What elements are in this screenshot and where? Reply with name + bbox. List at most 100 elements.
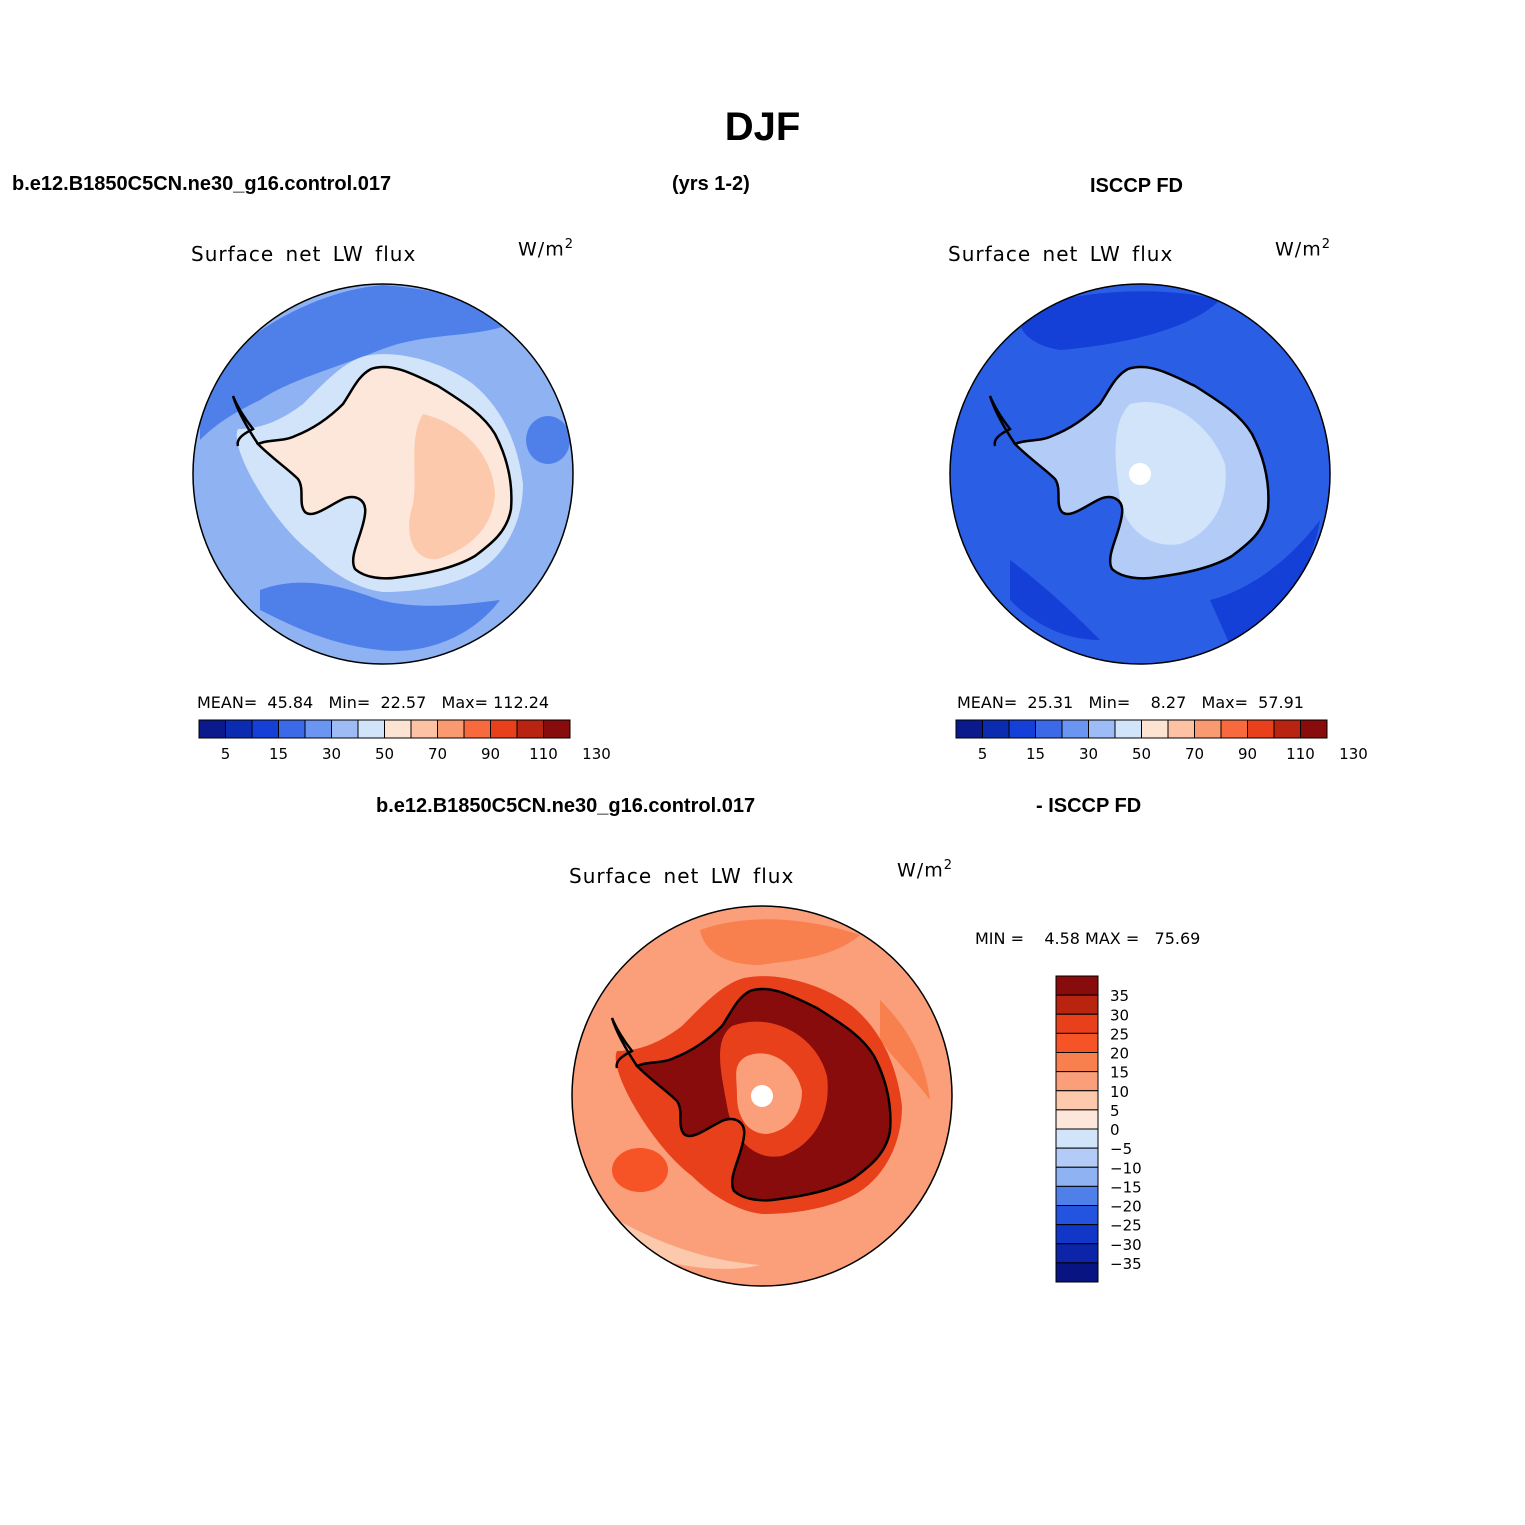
diff-min-value: 4.58 [1044,929,1080,948]
colorbar-tick-label: −35 [1110,1255,1142,1273]
colorbar-swatch [1055,1109,1099,1130]
diff-stats: MIN = 4.58 MAX = 75.69 [975,929,1200,948]
obs-name-header: ISCCP FD [1090,175,1183,197]
colorbar-swatch [410,719,438,739]
obs-cold-patch-southeast [1210,520,1320,645]
colorbar-swatch [1055,1128,1099,1149]
colorbar-swatch [1220,719,1248,739]
obs-colorbar: 5 15 30 50 70 90 110 130 [955,719,1368,763]
colorbar-swatch [1194,719,1222,739]
diff-map-border [571,905,953,1287]
model-max-label: Max= [441,693,489,712]
colorbar-tick-label: 130 [582,745,611,763]
obs-stats: MEAN= 25.31 Min= 8.27 Max= 57.91 [957,693,1304,712]
colorbar-tick-label: −30 [1110,1236,1142,1254]
colorbar-swatch [1055,1262,1099,1283]
obs-map-border [949,283,1331,665]
obs-pole-hole [1129,463,1151,485]
colorbar-tick-label: 50 [1132,745,1151,763]
model-cold-band-north [200,285,520,440]
colorbar-tick-label: 35 [1110,987,1129,1005]
colorbar-tick-label: 50 [375,745,394,763]
diff-field-title: Surface net LW flux [569,864,795,888]
colorbar-tick-label: 110 [1286,745,1315,763]
colorbar-swatch [490,719,518,739]
diff-obs-header: - ISCCP FD [1036,795,1142,817]
case-name-header: b.e12.B1850C5CN.ne30_g16.control.017 [12,173,392,195]
colorbar-swatch [357,719,385,739]
colorbar-tick-label: 5 [221,745,231,763]
colorbar-tick-label: 30 [1110,1006,1129,1024]
model-warm-region [409,414,495,560]
colorbar-swatch [463,719,491,739]
colorbar-swatch [1055,1090,1099,1111]
colorbar-swatch [1273,719,1301,739]
colorbar-tick-label: 10 [1110,1083,1129,1101]
model-min-label: Min= [328,693,371,712]
colorbar-swatch [1055,1224,1099,1245]
colorbar-swatch [955,719,983,739]
colorbar-swatch [1114,719,1142,739]
colorbar-tick-label: 15 [1110,1064,1129,1082]
colorbar-swatch [1167,719,1195,739]
colorbar-tick-label: −10 [1110,1159,1142,1177]
diff-max-label: MAX = [1085,929,1140,948]
obs-cold-patch-southwest [1010,560,1100,640]
colorbar-swatch [384,719,412,739]
colorbar-tick-label: 70 [428,745,447,763]
colorbar-swatch [1055,1147,1099,1168]
colorbar-tick-label: 90 [1238,745,1257,763]
diff-map [572,906,952,1286]
model-units: W/m2 [518,237,574,261]
colorbar-tick-label: 70 [1185,745,1204,763]
colorbar-swatch [304,719,332,739]
obs-max-value: 57.91 [1258,693,1304,712]
colorbar-swatch [1055,1052,1099,1073]
model-colorbar: 5 15 30 50 70 90 110 130 [198,719,611,763]
colorbar-swatch [225,719,253,739]
colorbar-tick-label: 90 [481,745,500,763]
diff-band-north [700,919,860,965]
diff-case-header: b.e12.B1850C5CN.ne30_g16.control.017 [376,795,756,817]
colorbar-swatch [1055,1243,1099,1264]
obs-mean-value: 25.31 [1027,693,1074,712]
colorbar-swatch [198,719,226,739]
diff-max-value: 75.69 [1154,929,1201,948]
diff-patch-east [880,1000,930,1100]
colorbar-swatch [1055,994,1099,1015]
colorbar-tick-label: −5 [1110,1140,1132,1158]
colorbar-swatch [1088,719,1116,739]
model-cold-patch-east [526,416,570,464]
obs-min-value: 8.27 [1150,693,1187,712]
colorbar-swatch [251,719,279,739]
colorbar-tick-label: 5 [1110,1102,1120,1120]
obs-map [950,284,1330,664]
model-mean-label: MEAN= [197,693,258,712]
colorbar-tick-label: 15 [269,745,288,763]
model-field-title: Surface net LW flux [191,242,417,266]
obs-mean-label: MEAN= [957,693,1018,712]
colorbar-swatch [1035,719,1063,739]
diff-patch-southwest [612,1148,668,1192]
colorbar-tick-label: 30 [1079,745,1098,763]
colorbar-swatch [1055,1071,1099,1092]
diff-min-label: MIN = [975,929,1024,948]
colorbar-swatch [1055,1013,1099,1034]
colorbar-swatch [1300,719,1328,739]
figure-title: DJF [724,105,801,149]
model-min-value: 22.57 [380,693,427,712]
years-header: (yrs 1-2) [672,173,750,195]
colorbar-swatch [1141,719,1169,739]
colorbar-tick-label: 130 [1339,745,1368,763]
colorbar-tick-label: 15 [1026,745,1045,763]
model-stats: MEAN= 45.84 Min= 22.57 Max= 112.24 [197,693,549,712]
colorbar-tick-label: 20 [1110,1045,1129,1063]
model-map-border [192,283,574,665]
colorbar-tick-label: 30 [322,745,341,763]
colorbar-tick-label: 5 [978,745,988,763]
colorbar-swatch [1247,719,1275,739]
colorbar-tick-label: 0 [1110,1121,1120,1139]
model-mean-value: 45.84 [267,693,314,712]
model-map [193,284,573,664]
